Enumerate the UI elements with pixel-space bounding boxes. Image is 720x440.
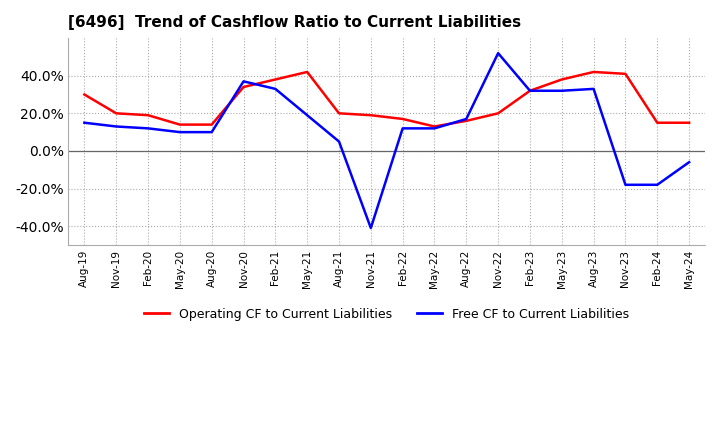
Text: [6496]  Trend of Cashflow Ratio to Current Liabilities: [6496] Trend of Cashflow Ratio to Curren… — [68, 15, 521, 30]
Legend: Operating CF to Current Liabilities, Free CF to Current Liabilities: Operating CF to Current Liabilities, Fre… — [139, 303, 634, 326]
